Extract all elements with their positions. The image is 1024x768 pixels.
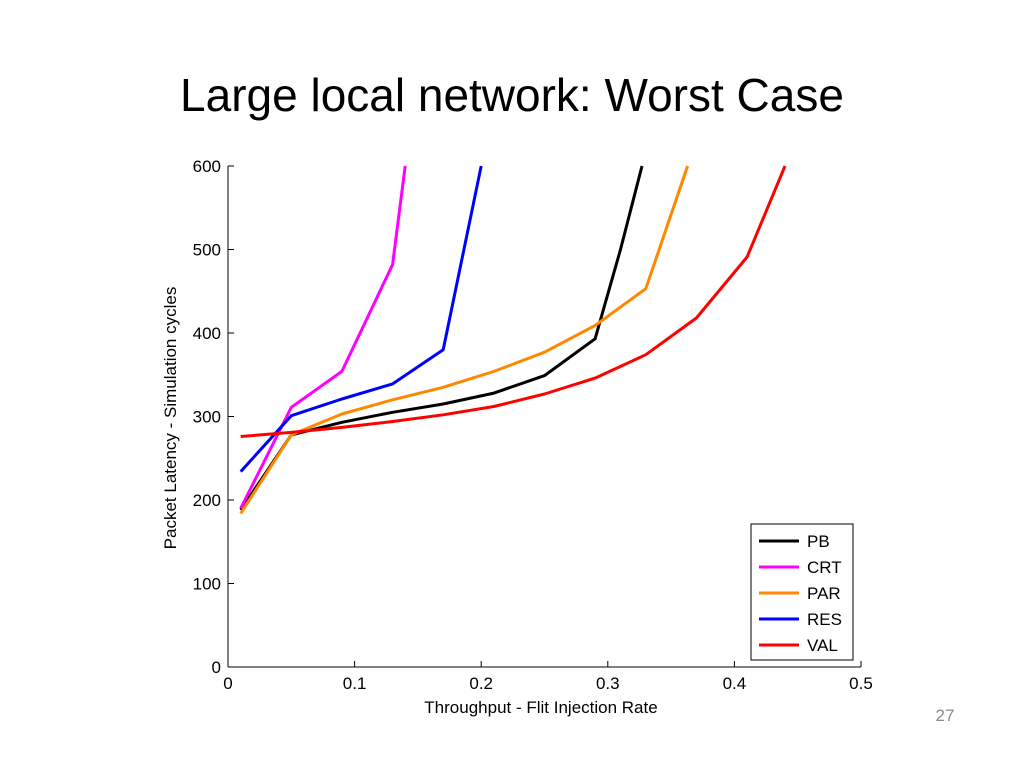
x-axis-label: Throughput - Flit Injection Rate — [424, 698, 657, 717]
x-tick-label: 0.3 — [596, 674, 620, 693]
series-layer — [239, 165, 787, 515]
series-line-res — [239, 165, 483, 473]
y-tick-label: 0 — [212, 658, 221, 677]
x-tick-label: 0.2 — [469, 674, 493, 693]
x-tick-label: 0.5 — [849, 674, 873, 693]
y-tick-label: 600 — [193, 157, 221, 176]
y-tick-label: 300 — [193, 408, 221, 427]
legend-label-pb: PB — [807, 532, 830, 551]
axes: 0 0.1 0.2 0.3 0.4 0.5 0 100 200 300 400 500 600 — [193, 157, 873, 693]
y-tick-label: 500 — [193, 241, 221, 260]
y-tick-label: 100 — [193, 575, 221, 594]
slide-number: 27 — [935, 706, 955, 725]
series-line-pb — [239, 165, 644, 511]
slide-title: Large local network: Worst Case — [180, 69, 844, 121]
series-line-par — [239, 165, 690, 515]
legend-label-val: VAL — [807, 636, 838, 655]
x-tick-label: 0.1 — [343, 674, 367, 693]
legend-label-crt: CRT — [807, 558, 842, 577]
y-axis-label: Packet Latency - Simulation cycles — [161, 287, 180, 550]
series-line-val — [240, 165, 787, 438]
x-tick-label: 0 — [223, 674, 232, 693]
y-tick-label: 400 — [193, 324, 221, 343]
legend-label-res: RES — [807, 610, 842, 629]
legend-label-par: PAR — [807, 584, 841, 603]
legend: PB CRT PAR RES VAL — [750, 523, 854, 661]
x-tick-label: 0.4 — [723, 674, 747, 693]
series-line-crt — [239, 165, 407, 510]
y-tick-label: 200 — [193, 491, 221, 510]
